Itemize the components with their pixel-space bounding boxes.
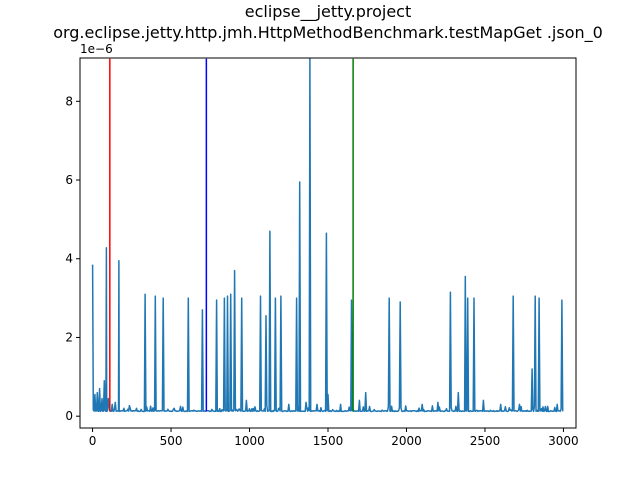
y-tick-label: 8 (65, 94, 73, 108)
x-tick-label: 500 (160, 434, 183, 448)
x-tick-label: 0 (89, 434, 97, 448)
x-tick-label: 2500 (470, 434, 501, 448)
chart-title-line1: eclipse__jetty.project (245, 2, 412, 22)
x-tick-label: 1000 (234, 434, 265, 448)
plot-area (91, 58, 564, 413)
axis-ticks: 0 500 1000 1500 2000 2500 3000 0 2 4 6 8 (65, 94, 578, 448)
x-tick-label: 1500 (313, 434, 344, 448)
y-tick-label: 2 (65, 330, 73, 344)
y-tick-label: 4 (65, 252, 73, 266)
series-line (91, 58, 564, 413)
chart-title-line2: org.eclipse.jetty.http.jmh.HttpMethodBen… (53, 23, 603, 43)
y-tick-label: 0 (65, 409, 73, 423)
y-offset-label: 1e−6 (80, 42, 113, 56)
x-tick-label: 3000 (548, 434, 579, 448)
x-tick-label: 2000 (391, 434, 422, 448)
y-tick-label: 6 (65, 173, 73, 187)
